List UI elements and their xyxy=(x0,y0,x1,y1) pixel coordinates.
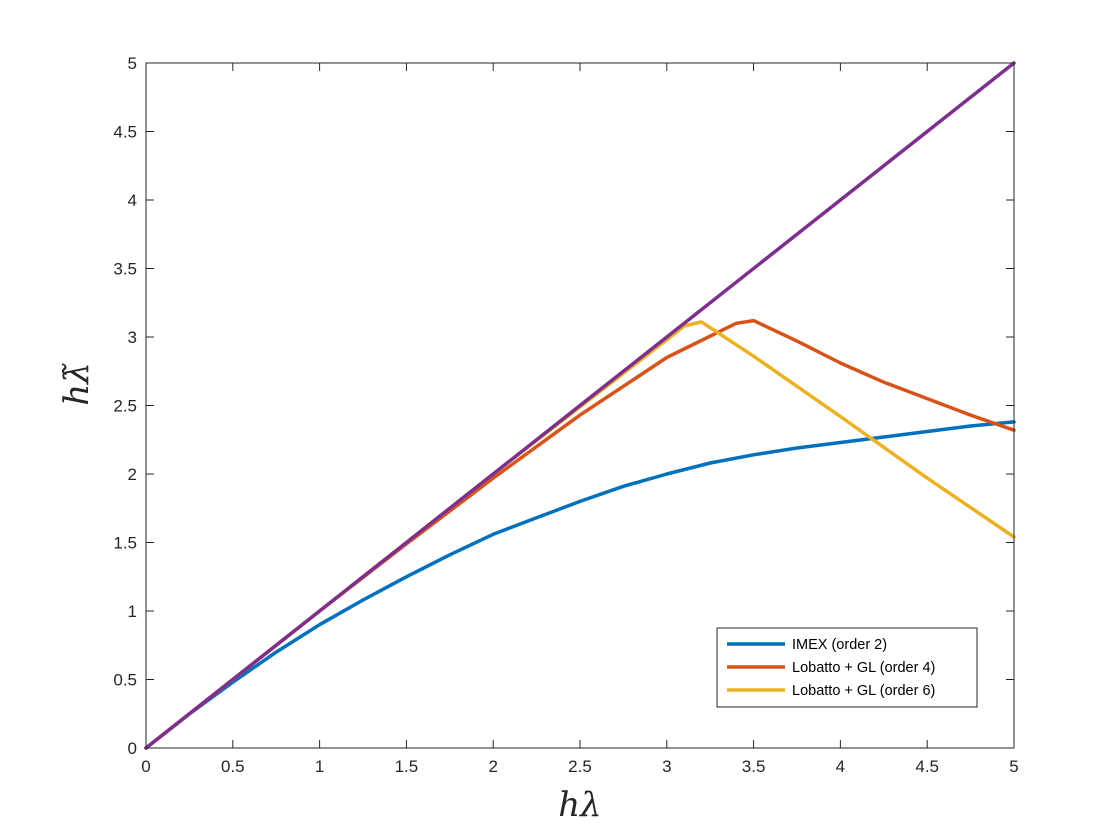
legend-label: IMEX (order 2) xyxy=(792,637,887,653)
x-tick-label: 3 xyxy=(662,757,671,776)
y-tick-label: 2 xyxy=(128,465,137,484)
y-tick-label: 0 xyxy=(128,739,137,758)
x-tick-label: 2 xyxy=(488,757,497,776)
y-tick-label: 5 xyxy=(128,54,137,73)
legend-label: Lobatto + GL (order 6) xyxy=(792,683,935,699)
legend-label: Lobatto + GL (order 4) xyxy=(792,660,935,676)
x-tick-label: 2.5 xyxy=(568,757,592,776)
y-tick-label: 2.5 xyxy=(113,397,137,416)
x-tick-label: 5 xyxy=(1009,757,1018,776)
x-tick-label: 1 xyxy=(315,757,324,776)
ticks-layer: 0 0.5 1 1.5 2 2.5 3 3.5 4 4.5 5 0 0.5 1 1.5 2 2.5 3 3.5 4 4.… xyxy=(113,54,1018,776)
y-tick-label: 3 xyxy=(128,328,137,347)
x-tick-label: 3.5 xyxy=(742,757,766,776)
y-tick-label: 1 xyxy=(128,602,137,621)
x-tick-label: 4 xyxy=(836,757,845,776)
x-axis-label: hλ xyxy=(558,785,601,825)
x-tick-label: 0.5 xyxy=(221,757,245,776)
y-tick-label: 4.5 xyxy=(113,123,137,142)
y-tick-label: 1.5 xyxy=(113,534,137,553)
y-axis-label: hλ̃ xyxy=(57,362,97,405)
y-tick-label: 0.5 xyxy=(113,671,137,690)
y-tick-label: 3.5 xyxy=(113,260,137,279)
series-line-3 xyxy=(144,61,1016,750)
x-tick-label: 4.5 xyxy=(915,757,939,776)
x-tick-label: 0 xyxy=(141,757,150,776)
series-layer xyxy=(144,61,1016,750)
legend: IMEX (order 2) Lobatto + GL (order 4) Loba… xyxy=(716,627,978,708)
y-tick-label: 4 xyxy=(128,191,137,210)
x-tick-label: 1.5 xyxy=(395,757,419,776)
